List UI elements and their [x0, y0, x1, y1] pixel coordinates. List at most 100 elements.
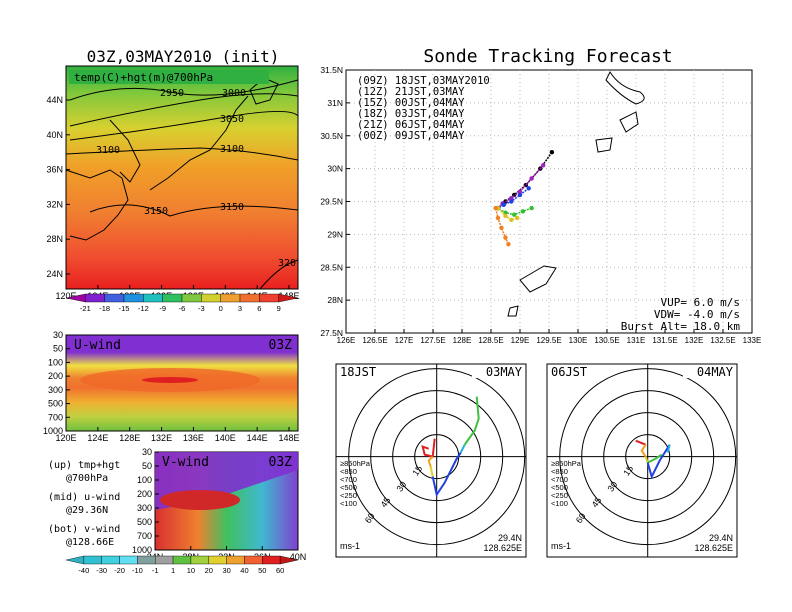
vup-label: VUP= 6.0 m/s	[661, 296, 740, 309]
tick-label: 126.5E	[362, 336, 387, 345]
colorbar-label: 9	[277, 304, 281, 313]
tick-label: 140E	[215, 433, 236, 443]
ring-label: 30	[394, 480, 408, 494]
tick-label: 700	[48, 412, 63, 422]
colorbar-swatch	[181, 293, 202, 303]
colorbar-swatch	[220, 293, 241, 303]
track-legend-entry: (15Z) 00JST,04MAY	[357, 97, 465, 109]
ring-label: 60	[574, 511, 588, 525]
hodograph-lon: 128.625E	[483, 543, 522, 553]
tick-label: 30	[53, 330, 63, 340]
colorbar-swatch	[172, 555, 192, 565]
colorbar-swatch	[104, 293, 125, 303]
tick-label: 131.5E	[652, 336, 677, 345]
tick-label: 24N	[46, 269, 63, 279]
u-wind-time: 03Z	[269, 338, 293, 353]
tick-label: 28N	[327, 295, 343, 305]
colorbar-swatch	[119, 555, 138, 565]
track-point	[506, 242, 511, 247]
hodograph-legend-entry: <500	[340, 483, 357, 492]
map-700hpa-field	[65, 65, 299, 290]
tick-label: 44N	[46, 95, 63, 105]
tick-label: 100	[48, 357, 63, 367]
contour-label: 3150	[220, 202, 244, 213]
tick-label: 300	[48, 385, 63, 395]
note-mid-2: @29.36N	[66, 505, 108, 516]
tick-label: 120E	[55, 433, 76, 443]
contour-3050	[69, 111, 299, 141]
hodograph-trace	[647, 453, 663, 464]
tick-label: 100	[137, 475, 152, 485]
hodograph-lat: 29.4N	[498, 533, 522, 543]
colorbar-label: -15	[119, 304, 130, 313]
tick-label: 300	[137, 503, 152, 513]
colorbar-label: -1	[152, 566, 159, 575]
colorbar-label: -12	[138, 304, 149, 313]
colorbar-swatch	[162, 293, 183, 303]
track-point	[493, 205, 498, 211]
tick-label: 126E	[337, 336, 356, 345]
tick-label: 29N	[327, 229, 343, 239]
tick-label: 129E	[511, 336, 530, 345]
colorbar-swatch	[226, 555, 245, 565]
track-legend-entry: (12Z) 21JST,03MAY	[357, 86, 465, 98]
tick-label: 128E	[453, 336, 472, 345]
tick-label: 200	[48, 371, 63, 381]
tick-label: 500	[48, 399, 63, 409]
track-point	[520, 209, 526, 214]
colorbar-label: -30	[96, 566, 107, 575]
tick-label: 32N	[46, 199, 63, 209]
contour-label: 3050	[220, 114, 244, 125]
v-wind-panel: V-wind 03Z	[154, 451, 299, 551]
track-map: (09Z) 18JST,03MAY2010(12Z) 21JST,03MAY(1…	[345, 69, 753, 334]
colorbar-label: 20	[205, 566, 213, 575]
tick-label: 30.5N	[320, 131, 343, 141]
track-point	[509, 199, 514, 204]
v-wind-time: 03Z	[269, 455, 293, 470]
colorbar-swatch	[190, 555, 209, 565]
u-wind-label: U-wind	[74, 338, 121, 353]
track-legend-entry: (18Z) 03JST,04MAY	[357, 108, 465, 120]
colorbar-swatch	[155, 555, 174, 565]
tick-label: 30N	[327, 164, 343, 174]
colorbar-label: -18	[99, 304, 110, 313]
left-panel-title: 03Z,03MAY2010 (init)	[87, 47, 280, 66]
tick-label: 148E	[278, 433, 299, 443]
tick-label: 30	[142, 447, 152, 457]
wind-colorbar: -40 -30 -20 -10 -1 1 10 20 30 40 50 60	[65, 555, 299, 575]
tick-label: 120E	[55, 291, 76, 301]
colorbar-swatch	[123, 293, 144, 303]
colorbar-swatch	[85, 293, 105, 303]
colorbar-swatch	[279, 555, 299, 565]
ring-label: 60	[363, 511, 377, 525]
tick-label: 40N	[290, 552, 307, 562]
contour-3200	[259, 259, 299, 290]
ring-label: 15	[621, 464, 635, 478]
track-point	[509, 217, 514, 223]
tick-label: 132E	[151, 433, 172, 443]
hodograph-trace	[429, 466, 434, 477]
note-bot-2: @128.66E	[66, 537, 114, 548]
note-bot-1: (bot) v-wind	[48, 524, 120, 535]
hodograph-legend-entry: <250	[551, 491, 568, 500]
note-up-2: @700hPa	[66, 473, 108, 484]
hodograph-frame	[335, 363, 527, 558]
island-tokunoshima	[507, 305, 519, 317]
colorbar-label: 1	[171, 566, 175, 575]
track-point	[514, 215, 520, 221]
hodograph-legend-entry: <250	[340, 491, 357, 500]
tick-label: 1000	[43, 426, 63, 436]
hodograph-legend-entry: <100	[551, 499, 568, 508]
colorbar-label: -6	[179, 304, 186, 313]
track-point	[495, 215, 501, 221]
island-amami	[519, 265, 557, 293]
tick-label: 29.5N	[320, 197, 343, 207]
colorbar-swatch	[101, 555, 120, 565]
tick-label: 27.5N	[320, 328, 343, 338]
colorbar-swatch	[65, 555, 85, 565]
tick-label: 130.5E	[594, 336, 619, 345]
note-mid-1: (mid) u-wind	[48, 492, 120, 503]
colorbar-label: 3	[238, 304, 242, 313]
ring-label: 30	[605, 480, 619, 494]
hodograph-trace	[666, 444, 671, 453]
